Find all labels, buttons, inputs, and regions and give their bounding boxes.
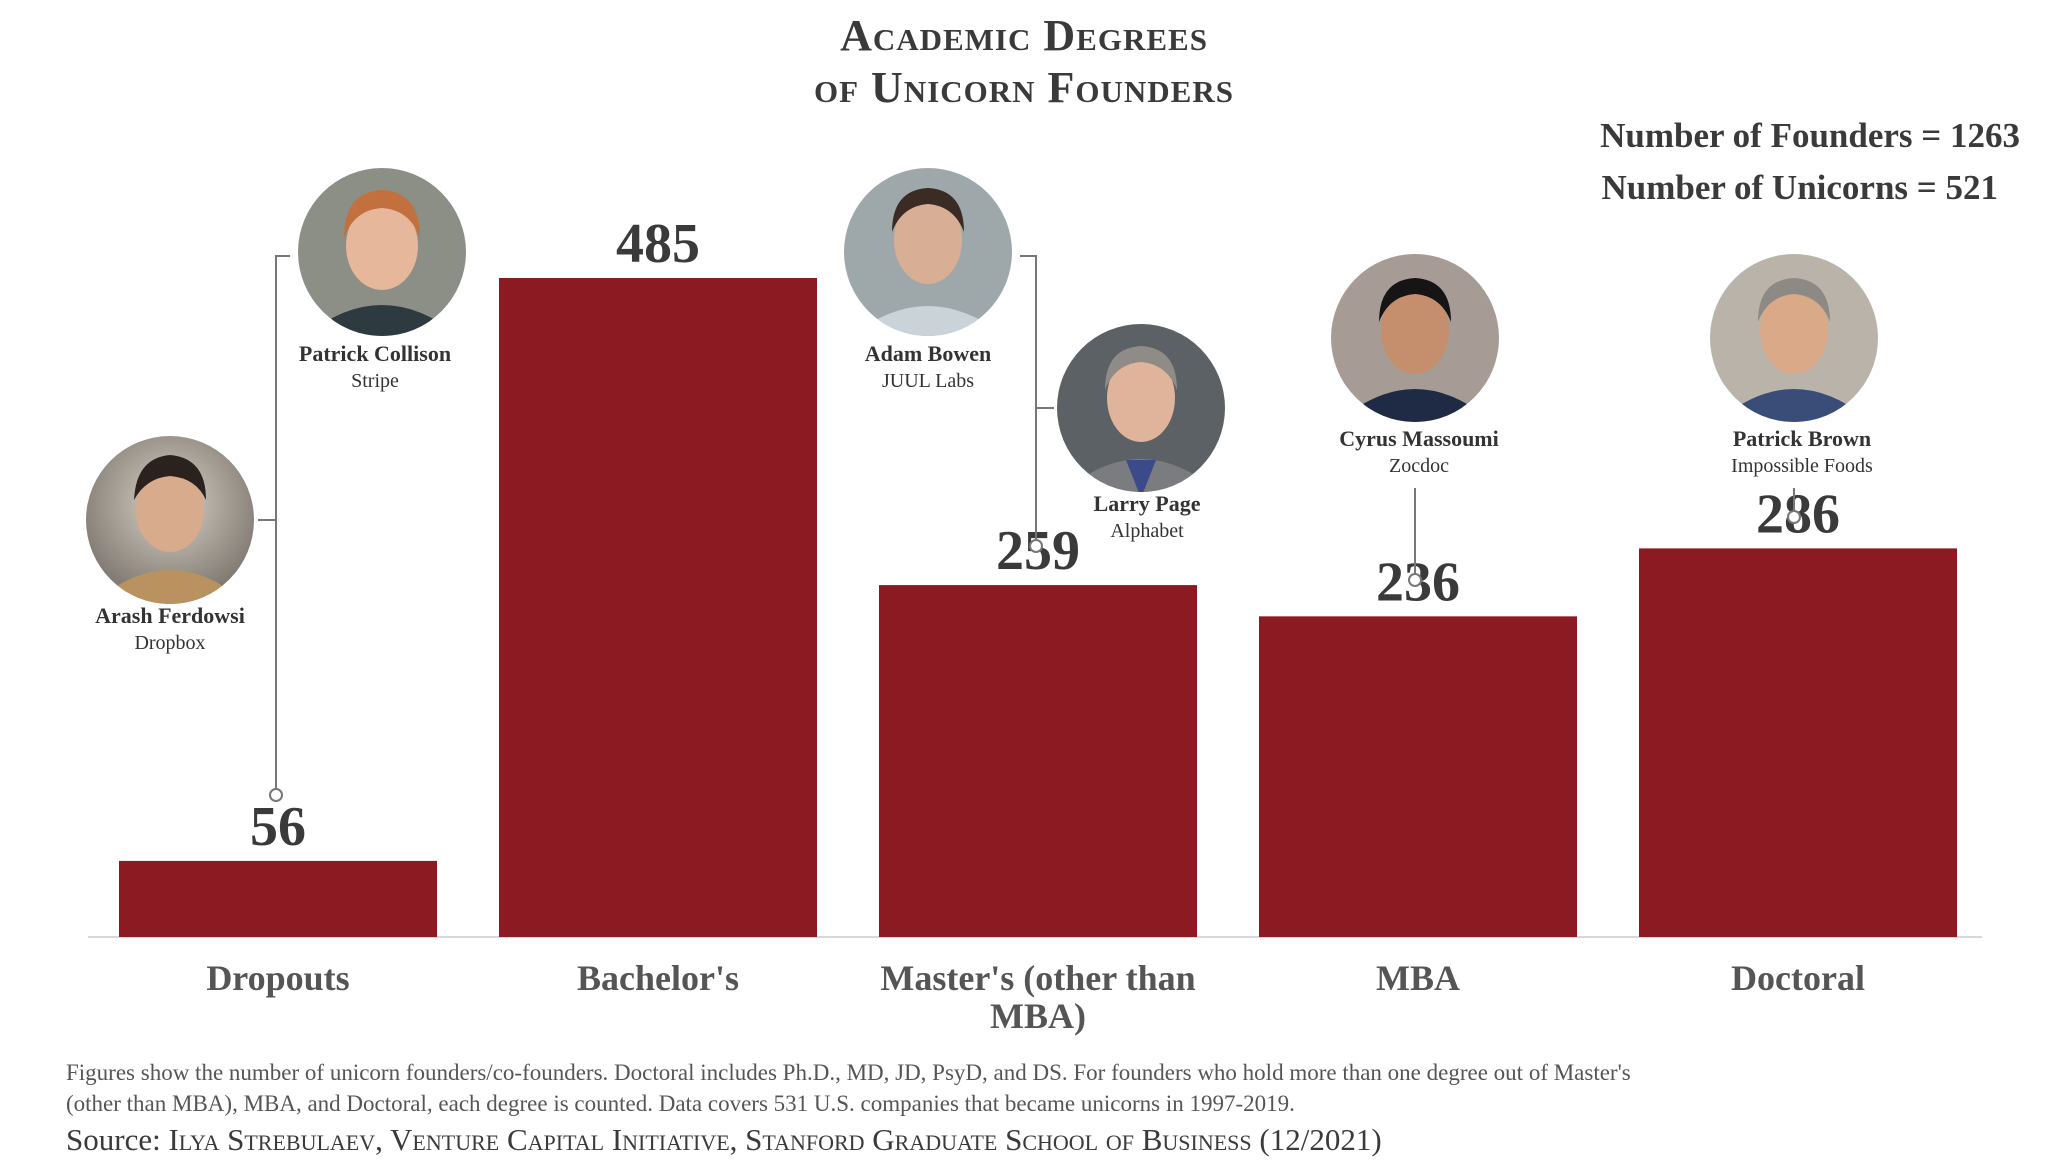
founders-count-value: 1263 [1950,116,2020,155]
connector-dot-doctoral [1787,510,1801,524]
chart-title-line-2: of Unicorn Founders [813,63,1234,112]
category-label-dropouts: Dropouts [206,958,349,998]
founder-photo-cyrus-massoumi [1331,254,1499,422]
footnote-line-1: Figures show the number of unicorn found… [66,1060,1631,1085]
founder-name-patrick-brown: Patrick Brown [1733,426,1871,451]
connector-dot-mba [1408,573,1422,587]
bar-mba [1259,616,1577,937]
bar-bachelor-s [499,278,817,937]
founder-name-arash-ferdowsi: Arash Ferdowsi [95,603,245,628]
founder-name-adam-bowen: Adam Bowen [865,341,992,366]
source-text: Ilya Strebulaev, Venture Capital Initiat… [168,1122,1382,1157]
founders-count-label: Number of Founders [1600,116,1913,155]
value-label-dropouts: 56 [250,796,306,858]
category-labels: Dropouts Bachelor's Master's (other than MB… [206,958,1865,1036]
founders-count: Number of Founders = 1263 [1600,116,2020,155]
source-credit: Source: Ilya Strebulaev, Venture Capital… [66,1122,2006,1158]
founder-name-larry-page: Larry Page [1094,491,1201,516]
unicorns-count-label: Number of Unicorns [1601,168,1909,207]
bar-master-s-other-than-mba [879,585,1197,937]
bar-dropouts [119,860,437,937]
founder-photo-patrick-brown [1710,254,1878,422]
bars-layer [119,278,1957,937]
founder-company-dropbox: Dropbox [134,632,205,654]
founder-photo-adam-bowen [844,168,1012,336]
category-label-bachelor-s: Bachelor's [577,958,739,998]
connector-dot-masters [1029,539,1043,553]
category-label-master-s-other-than-mba: Master's (other than MBA) [880,958,1195,1036]
chart-title-line-1: Academic Degrees [840,11,1208,60]
founder-company-alphabet: Alphabet [1110,520,1184,542]
founder-connectors [258,255,1801,802]
source-prefix: Source: [66,1122,169,1157]
category-label-doctoral: Doctoral [1731,958,1865,998]
unicorns-count-value: 521 [1945,168,1999,207]
connector-masters [1020,255,1037,540]
founder-company-impossible-foods: Impossible Foods [1731,455,1873,477]
footnote-line-2: (other than MBA), MBA, and Doctoral, eac… [66,1091,1295,1116]
founder-photo-larry-page [1057,324,1225,492]
unicorns-count: Number of Unicorns = 521 [1601,168,1999,207]
bar-doctoral [1639,548,1957,937]
founder-labels: Arash Ferdowsi Dropbox Patrick Collison … [95,341,1873,654]
value-label-bachelor-s: 485 [616,213,700,275]
connector-dot-dropouts [269,788,283,802]
connector-dropouts [275,255,290,790]
founder-company-zocdoc: Zocdoc [1389,455,1449,477]
founder-company-juul-labs: JUUL Labs [882,370,974,392]
founder-name-patrick-collison: Patrick Collison [299,341,451,366]
founder-company-stripe: Stripe [351,370,399,392]
founder-photo-patrick-collison [298,168,466,336]
category-label-mba: MBA [1376,958,1460,998]
founder-photo-arash-ferdowsi [86,436,254,604]
founder-name-cyrus-massoumi: Cyrus Massoumi [1339,426,1499,451]
